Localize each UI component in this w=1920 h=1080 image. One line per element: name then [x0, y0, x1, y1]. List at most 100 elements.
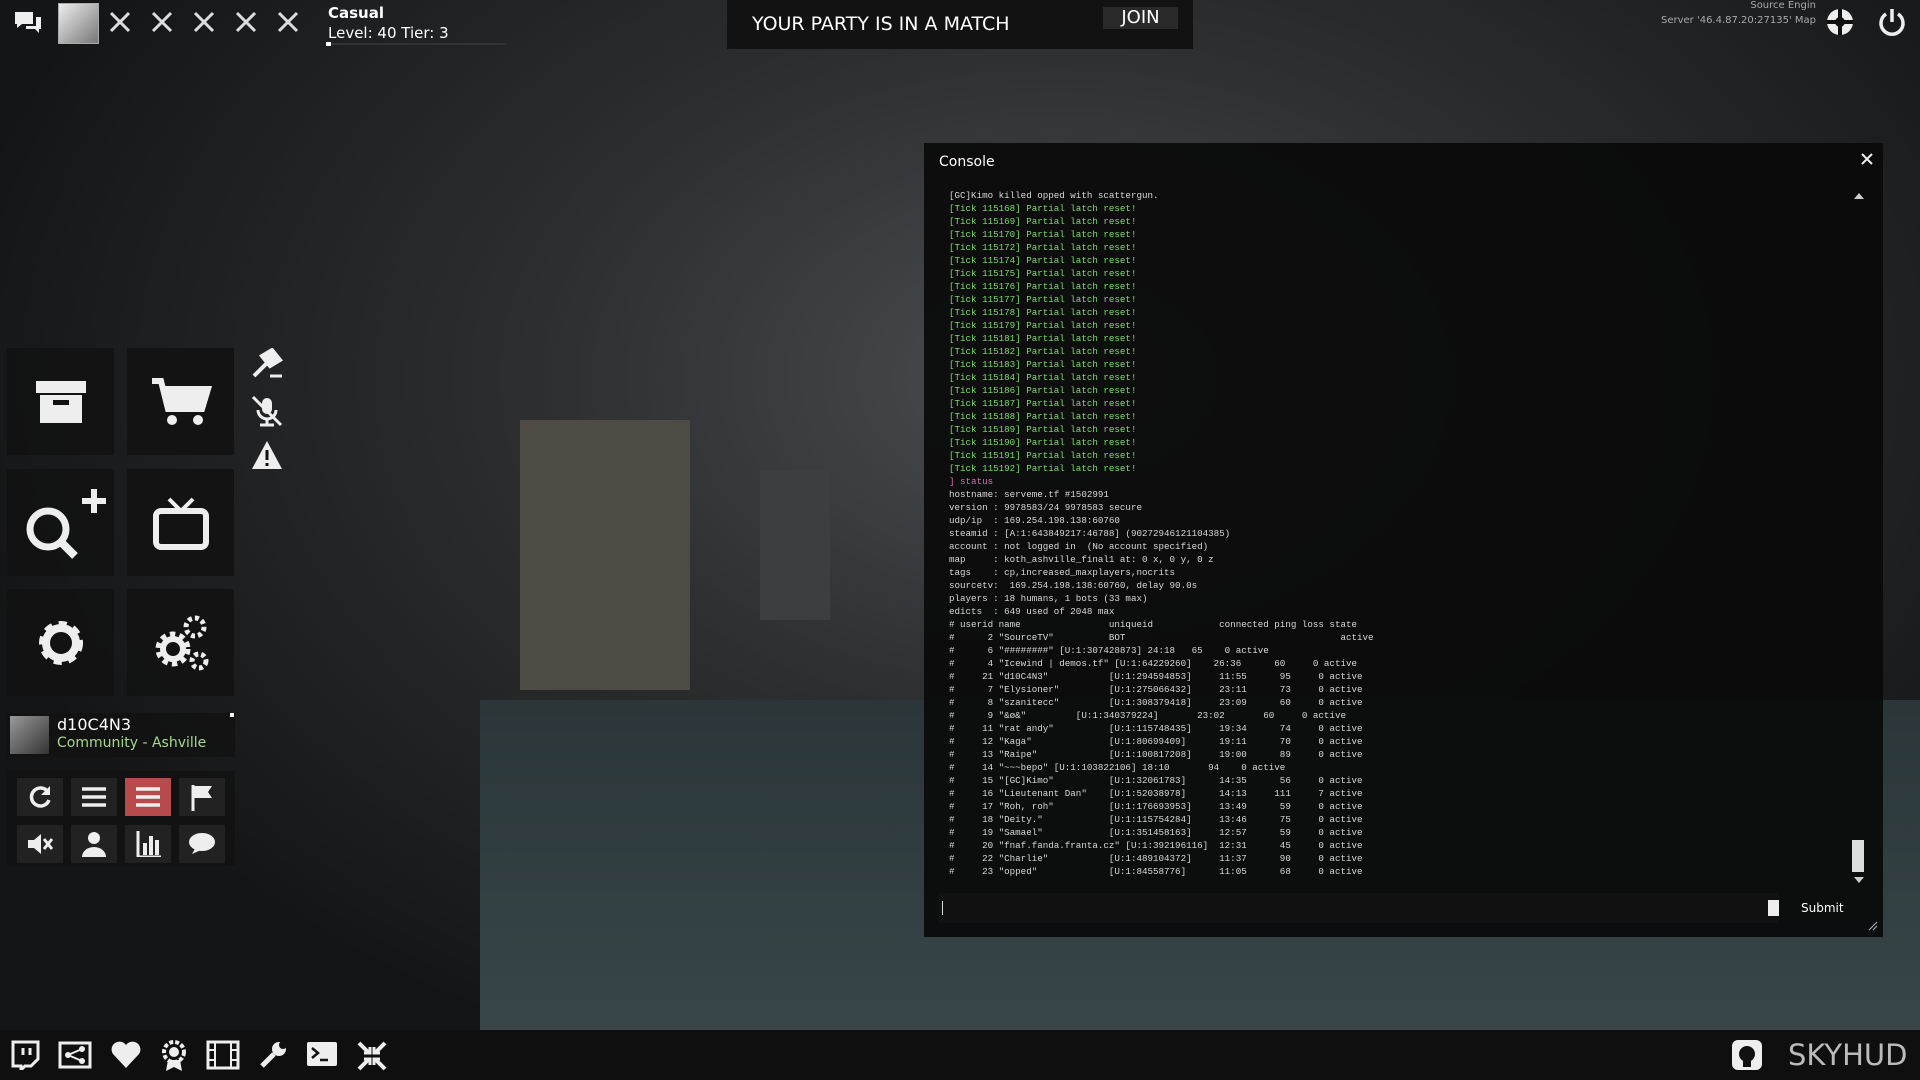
console-line: [Tick 115190] Partial latch reset! — [949, 437, 1137, 448]
console-line: [Tick 115192] Partial latch reset! — [949, 463, 1137, 474]
console-line: players : 18 humans, 1 bots (33 max) — [949, 593, 1148, 604]
console-line: [Tick 115174] Partial latch reset! — [949, 255, 1137, 266]
tv-button[interactable] — [127, 469, 234, 576]
console-line: [Tick 115176] Partial latch reset! — [949, 281, 1137, 292]
console-line: # 11 "rat andy" [U:1:115748435] 19:34 74… — [949, 723, 1363, 734]
console-line: [Tick 115170] Partial latch reset! — [949, 229, 1137, 240]
vote-icon[interactable] — [250, 348, 284, 380]
console-line: [Tick 115186] Partial latch reset! — [949, 385, 1137, 396]
console-line: # 2 "SourceTV" BOT active — [949, 632, 1374, 643]
join-button[interactable]: JOIN — [1103, 7, 1178, 29]
console-line: version : 9978583/24 9978583 secure — [949, 502, 1142, 513]
bottom-icons — [10, 1040, 388, 1072]
crate — [520, 420, 690, 690]
tf2-icon[interactable] — [1824, 6, 1856, 38]
empty-slot[interactable] — [276, 10, 300, 34]
console-line: # 19 "Samael" [U:1:351458163] 12:57 59 0… — [949, 827, 1363, 838]
player-card[interactable]: d10C4N3 Community - Ashville — [7, 713, 235, 757]
console-icon[interactable] — [306, 1040, 338, 1068]
server-info: Server '46.4.87.20:27135' Map — [1660, 15, 1816, 26]
console-line: sourcetv: 169.254.198.138:60760, delay 9… — [949, 580, 1198, 591]
xp-bar — [326, 42, 506, 46]
console-line: [Tick 115177] Partial latch reset! — [949, 294, 1137, 305]
console-line: [Tick 115175] Partial latch reset! — [949, 268, 1137, 279]
console-window: Console [GC]Kimo killed opped with scatt… — [924, 143, 1883, 937]
level-label: Level: 40 Tier: 3 — [328, 24, 449, 42]
reload-button[interactable] — [17, 778, 63, 816]
status-dot — [230, 713, 234, 717]
scroll-down[interactable] — [1854, 877, 1864, 883]
console-output: [GC]Kimo killed opped with scattergun. [T… — [949, 189, 1829, 879]
console-line: # 21 "d10C4N3" [U:1:294594853] 11:55 95 … — [949, 671, 1363, 682]
party-slots — [108, 10, 300, 34]
console-line: # 13 "Raipe" [U:1:100817208] 19:00 89 0 … — [949, 749, 1363, 760]
report-icon[interactable] — [250, 439, 284, 471]
console-line: # 4 "Icewind | demos.tf" [U:1:64229260] … — [949, 658, 1357, 669]
empty-slot[interactable] — [192, 10, 216, 34]
player-location: Community - Ashville — [57, 735, 207, 751]
quit-icon[interactable] — [1876, 6, 1908, 38]
scrollbar-thumb[interactable] — [1852, 840, 1864, 872]
console-line: udp/ip : 169.254.198.138:60760 — [949, 515, 1120, 526]
empty-slot[interactable] — [150, 10, 174, 34]
achievements-icon[interactable] — [160, 1040, 188, 1072]
console-line: tags : cp,increased_maxplayers,nocrits — [949, 567, 1176, 578]
avatar[interactable] — [58, 3, 99, 44]
submit-button[interactable]: Submit — [1801, 901, 1844, 915]
minimize-icon[interactable] — [356, 1040, 388, 1072]
tools-icon[interactable] — [258, 1040, 288, 1070]
console-line: [Tick 115188] Partial latch reset! — [949, 411, 1137, 422]
engine-info: Source Engin — [1750, 0, 1816, 11]
console-line: # 20 "fnaf.fanda.franta.cz" [U:1:3921961… — [949, 840, 1363, 851]
store-button[interactable] — [127, 348, 234, 455]
server-browser-icon[interactable] — [58, 1040, 92, 1070]
mute-voice-icon[interactable] — [250, 394, 284, 428]
favorites-icon[interactable] — [110, 1040, 142, 1070]
replay-icon[interactable] — [206, 1040, 240, 1070]
stats-button[interactable] — [125, 825, 171, 863]
console-line: # 17 "Roh, roh" [U:1:176693953] 13:49 59… — [949, 801, 1363, 812]
console-line: hostname: serveme.tf #1502991 — [949, 489, 1109, 500]
console-line: # 15 "[GC]Kimo" [U:1:32061783] 14:35 56 … — [949, 775, 1363, 786]
console-line: # 9 "&ø&" [U:1:340379224] 23:02 60 0 act… — [949, 710, 1346, 721]
console-line: ] status — [949, 476, 994, 487]
advanced-settings-button[interactable] — [127, 589, 234, 696]
menu-button[interactable] — [71, 778, 117, 816]
console-line: [Tick 115184] Partial latch reset! — [949, 372, 1137, 383]
console-line: edicts : 649 used of 2048 max — [949, 606, 1115, 617]
empty-slot[interactable] — [108, 10, 132, 34]
console-line: # userid name uniqueid connected ping lo… — [949, 619, 1357, 630]
console-input[interactable] — [938, 893, 1779, 923]
console-line: [Tick 115183] Partial latch reset! — [949, 359, 1137, 370]
console-line: [Tick 115172] Partial latch reset! — [949, 242, 1137, 253]
console-line: # 22 "Charlie" [U:1:489104372] 11:37 90 … — [949, 853, 1363, 864]
empty-slot[interactable] — [234, 10, 258, 34]
console-line: [Tick 115189] Partial latch reset! — [949, 424, 1137, 435]
menu-alt-button[interactable] — [125, 778, 171, 816]
chat-icon[interactable] — [12, 8, 44, 36]
console-line: [GC]Kimo killed opped with scattergun. — [949, 190, 1159, 201]
close-button[interactable] — [1861, 153, 1873, 165]
console-line: [Tick 115178] Partial latch reset! — [949, 307, 1137, 318]
party-message: YOUR PARTY IS IN A MATCH — [752, 13, 1010, 35]
console-line: # 6 "########" [U:1:307428873] 24:18 65 … — [949, 645, 1269, 656]
player-button[interactable] — [71, 825, 117, 863]
quick-buttons — [7, 771, 235, 866]
chat-button[interactable] — [179, 825, 225, 863]
resize-grip[interactable] — [1868, 921, 1878, 931]
find-game-button[interactable] — [7, 469, 114, 576]
items-button[interactable] — [7, 348, 114, 455]
flag-button[interactable] — [179, 778, 225, 816]
console-line: [Tick 115179] Partial latch reset! — [949, 320, 1137, 331]
player-name: d10C4N3 — [57, 715, 132, 734]
twitch-icon[interactable] — [10, 1040, 40, 1070]
door — [760, 470, 830, 620]
mute-button[interactable] — [17, 825, 63, 863]
player-avatar — [10, 716, 49, 754]
settings-button[interactable] — [7, 589, 114, 696]
github-icon[interactable] — [1731, 1039, 1763, 1071]
scroll-up[interactable] — [1854, 193, 1864, 199]
console-line: [Tick 115182] Partial latch reset! — [949, 346, 1137, 357]
